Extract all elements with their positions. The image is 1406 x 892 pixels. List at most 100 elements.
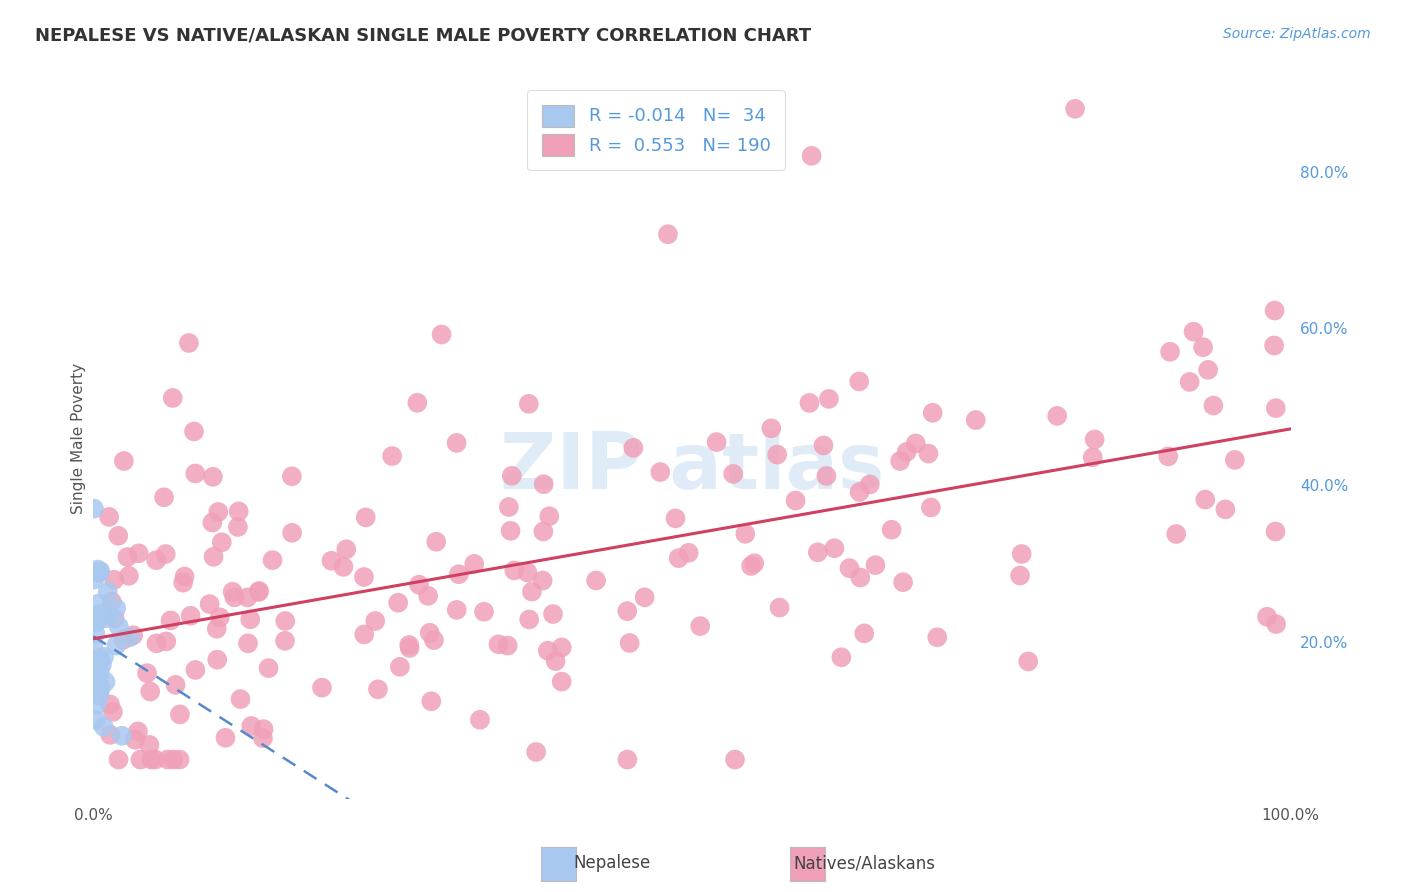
Text: Nepalese: Nepalese <box>574 855 650 872</box>
Point <box>664 511 686 525</box>
Point <box>367 682 389 697</box>
Point <box>1166 527 1188 541</box>
Point <box>281 469 304 483</box>
Point <box>101 705 124 719</box>
Point <box>173 569 195 583</box>
Point <box>633 591 655 605</box>
Point <box>823 541 845 556</box>
Point <box>927 630 949 644</box>
Point <box>247 584 270 599</box>
Point <box>1264 401 1286 416</box>
Point <box>538 509 561 524</box>
Point <box>398 640 420 655</box>
Point <box>165 678 187 692</box>
Point <box>1194 492 1216 507</box>
Point <box>136 666 159 681</box>
Point <box>721 467 744 481</box>
Point <box>321 554 343 568</box>
Text: ZIP atlas: ZIP atlas <box>499 429 884 505</box>
Point <box>1197 363 1219 377</box>
Point <box>162 391 184 405</box>
Point <box>503 563 526 577</box>
Point <box>865 558 887 573</box>
Point <box>353 570 375 584</box>
Point <box>94 674 117 689</box>
Point <box>100 594 122 608</box>
Point <box>84 713 107 727</box>
Point <box>247 585 270 599</box>
Point <box>849 570 872 584</box>
Point <box>531 574 554 588</box>
Point <box>82 639 104 653</box>
Point <box>387 596 409 610</box>
Point <box>97 605 120 619</box>
Point <box>420 694 443 708</box>
Point <box>236 591 259 605</box>
Point <box>90 607 112 621</box>
Point <box>889 454 911 468</box>
Point <box>838 561 860 575</box>
Point <box>214 731 236 745</box>
Point <box>228 504 250 518</box>
Point <box>332 559 354 574</box>
Point <box>84 627 107 641</box>
Point <box>139 684 162 698</box>
Point <box>488 637 510 651</box>
Point <box>89 665 111 680</box>
Point <box>657 227 679 242</box>
Point <box>207 653 229 667</box>
Point <box>551 640 574 655</box>
Point <box>446 603 468 617</box>
Point <box>853 626 876 640</box>
Point <box>799 396 821 410</box>
Point <box>904 436 927 450</box>
Point <box>920 500 942 515</box>
Point <box>156 753 179 767</box>
Point <box>965 413 987 427</box>
Point <box>87 597 110 611</box>
Point <box>537 643 560 657</box>
Point <box>517 612 540 626</box>
Point <box>202 549 225 564</box>
Point <box>105 639 128 653</box>
Point <box>252 731 274 746</box>
Point <box>668 551 690 566</box>
Point <box>153 490 176 504</box>
Point <box>205 622 228 636</box>
Point <box>498 500 520 514</box>
Point <box>145 553 167 567</box>
Point <box>740 558 762 573</box>
Point <box>107 753 129 767</box>
Point <box>446 436 468 450</box>
Point <box>891 575 914 590</box>
Point <box>89 675 111 690</box>
Point <box>252 722 274 736</box>
Point <box>517 397 540 411</box>
Point <box>111 729 134 743</box>
Point <box>650 465 672 479</box>
Point <box>616 604 638 618</box>
Point <box>463 557 485 571</box>
Point <box>84 656 107 670</box>
Point <box>830 650 852 665</box>
Point <box>183 425 205 439</box>
Point <box>177 336 200 351</box>
Point <box>87 656 110 670</box>
Point <box>226 520 249 534</box>
Point <box>89 689 111 703</box>
Point <box>127 724 149 739</box>
Point <box>1264 303 1286 318</box>
Point <box>616 753 638 767</box>
Point <box>97 584 120 599</box>
Point <box>1159 344 1181 359</box>
Text: NEPALESE VS NATIVE/ALASKAN SINGLE MALE POVERTY CORRELATION CHART: NEPALESE VS NATIVE/ALASKAN SINGLE MALE P… <box>35 27 811 45</box>
Point <box>880 523 903 537</box>
Point <box>419 625 441 640</box>
Point <box>1081 450 1104 465</box>
Point <box>84 615 107 630</box>
Point <box>766 448 789 462</box>
Point <box>541 607 564 621</box>
Point <box>1192 340 1215 354</box>
Point <box>89 651 111 665</box>
Point <box>207 505 229 519</box>
